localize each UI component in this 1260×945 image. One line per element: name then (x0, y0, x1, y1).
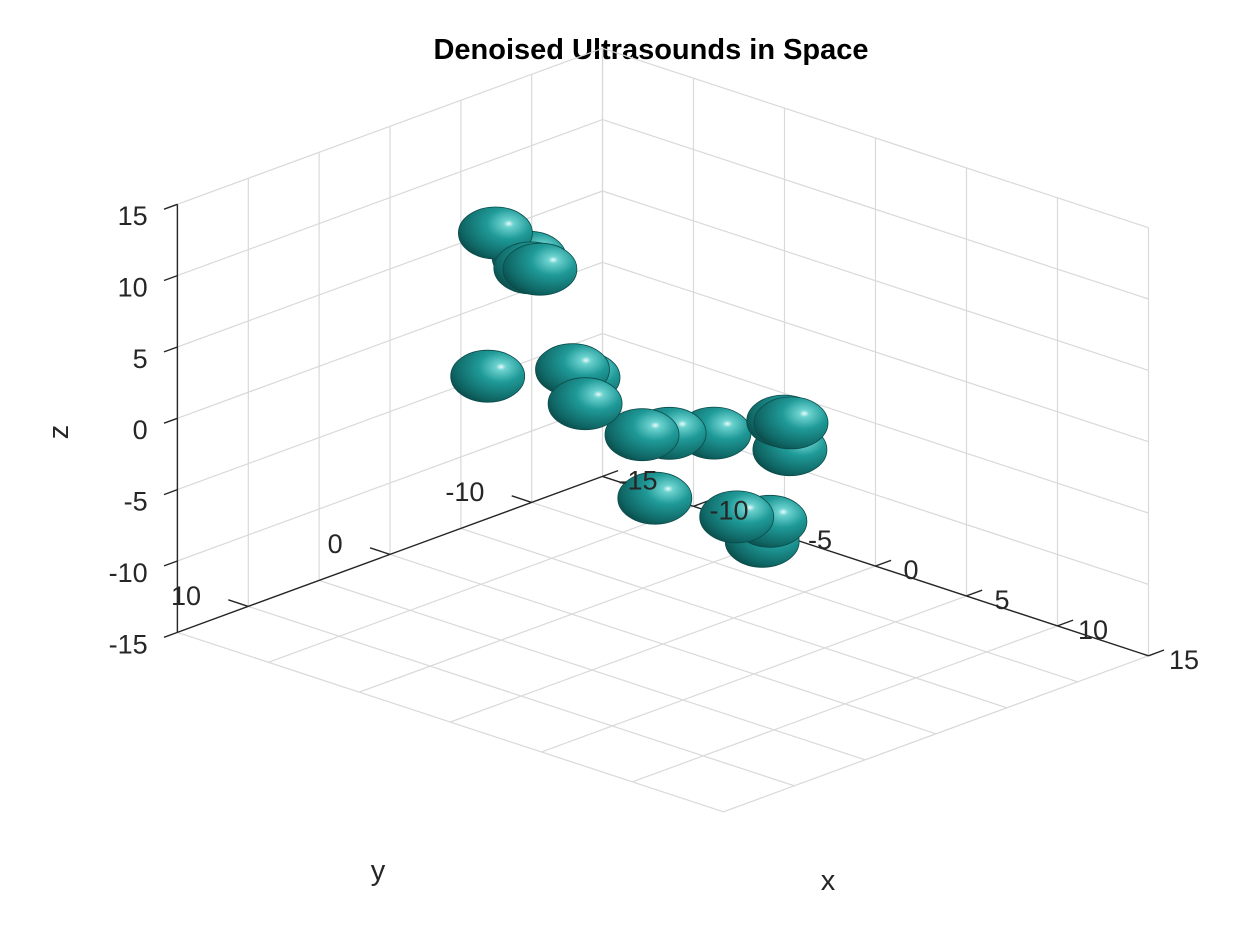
data-points (450, 206, 829, 568)
x-tick-label: 0 (903, 555, 918, 585)
data-point (753, 396, 829, 450)
grid-line (177, 631, 724, 813)
x-axis-label: x (821, 865, 836, 897)
x-tick-label: -5 (808, 525, 832, 555)
grid-line (389, 553, 937, 735)
grid-line (602, 261, 1149, 443)
data-point (699, 490, 775, 544)
grid-line (177, 190, 603, 348)
data-point (547, 377, 623, 431)
z-tick-label: 15 (118, 201, 148, 231)
grid-line (602, 119, 1149, 300)
z-tick-label: 10 (118, 273, 148, 303)
tick-labels: -15 -10 -5 0 5 10 15 -10 0 10 15 10 5 0 -5 -10 -15 (109, 201, 1199, 675)
grid-lines (176, 47, 1150, 813)
grid-line (602, 333, 1149, 514)
grid-line (248, 605, 795, 787)
z-tick-label: -10 (109, 558, 148, 588)
z-tick-label: -15 (109, 629, 148, 659)
grid-line (602, 190, 1149, 371)
grid-line (177, 119, 603, 277)
x-tick-mark (1148, 649, 1165, 657)
data-point (450, 349, 526, 403)
grid-line (177, 47, 603, 205)
chart-title: Denoised Ultrasounds in Space (433, 34, 868, 66)
y-axis-label: y (371, 855, 386, 887)
y-tick-mark (511, 495, 532, 504)
data-point (502, 242, 578, 296)
z-tick-mark (163, 417, 178, 424)
x-tick-mark (1057, 619, 1074, 627)
x-tick-label: 10 (1078, 615, 1108, 645)
z-tick-mark (163, 346, 178, 353)
y-tick-mark (369, 547, 391, 556)
x-tick-label: 15 (1169, 645, 1199, 675)
z-tick-label: -5 (124, 487, 148, 517)
z-tick-mark (163, 560, 178, 567)
grid-line (531, 501, 1078, 683)
grid-line (460, 527, 1008, 709)
z-tick-mark (163, 203, 178, 210)
z-tick-mark (163, 488, 178, 496)
z-tick-mark (163, 274, 178, 282)
y-tick-label: 0 (328, 529, 343, 559)
y-tick-mark (228, 599, 249, 608)
data-point (617, 471, 693, 525)
grid-line (177, 333, 603, 491)
grid-line (177, 404, 603, 562)
y-tick-label: -10 (445, 477, 484, 507)
z-tick-mark (163, 631, 178, 638)
grid-line (318, 579, 866, 761)
x-tick-mark (966, 589, 983, 597)
x-tick-label: 5 (994, 585, 1009, 615)
x-tick-label: -10 (709, 495, 748, 525)
z-tick-label: 5 (133, 344, 148, 374)
z-axis-label: z (43, 425, 75, 440)
x-tick-label: -15 (618, 465, 657, 495)
grid-line (602, 47, 1149, 229)
x-tick-mark (602, 469, 619, 478)
y-tick-label: 10 (171, 581, 201, 611)
data-point (604, 408, 680, 462)
x-tick-mark (875, 559, 892, 567)
z-tick-label: 0 (133, 415, 148, 445)
